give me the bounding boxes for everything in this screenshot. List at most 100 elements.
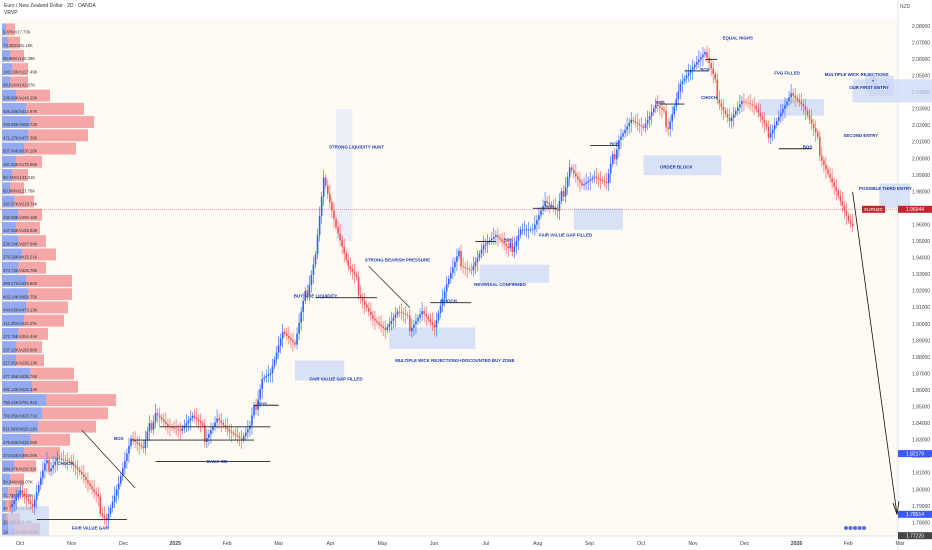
candle-body xyxy=(433,324,436,328)
candle-body xyxy=(474,262,477,267)
vp-sell-bar-32 xyxy=(24,447,60,460)
candle-body xyxy=(614,154,616,160)
candle-body xyxy=(42,470,44,478)
candle-body xyxy=(599,178,602,181)
candle-body xyxy=(232,432,235,435)
vp-buy-bar-21 xyxy=(2,301,26,314)
currency-label: NZD xyxy=(900,4,911,10)
vp-buy-bar-1 xyxy=(2,36,8,49)
candle-body xyxy=(329,193,331,203)
candle-body xyxy=(462,266,464,268)
vp-sell-bar-12 xyxy=(10,182,24,195)
candle-body xyxy=(66,460,69,462)
candle-body xyxy=(111,501,114,508)
candle-body xyxy=(630,119,632,124)
candle-body xyxy=(267,374,270,377)
candle-body xyxy=(513,246,516,252)
vp-sell-bar-9 xyxy=(24,142,76,155)
price-tag-value-2: 1.78514 xyxy=(906,512,924,518)
candle-body xyxy=(234,434,237,436)
candle-body xyxy=(343,246,345,254)
candle-body xyxy=(597,177,600,179)
candle-body xyxy=(160,417,163,420)
x-tick-label-15: 2026 xyxy=(791,541,803,547)
candle-body xyxy=(560,191,563,201)
candle-body xyxy=(790,93,792,98)
vp-sell-bar-31 xyxy=(30,433,70,446)
candle-body xyxy=(605,182,608,184)
price-tag-value-3: 1.77220 xyxy=(906,533,924,539)
vp-label-10: 187.62K/v175.96K xyxy=(3,162,38,167)
candle-body xyxy=(204,425,206,442)
vp-sell-bar-11 xyxy=(12,169,28,181)
candle-body xyxy=(626,126,628,130)
candle-body xyxy=(458,250,460,257)
event-marker-icon xyxy=(857,526,862,530)
candle-body xyxy=(661,107,663,110)
candle-body xyxy=(228,429,231,432)
candle-body xyxy=(130,438,132,446)
x-tick-label-2: Dec xyxy=(119,541,129,547)
candle-body xyxy=(31,503,34,507)
candle-body xyxy=(115,489,118,496)
candle-body xyxy=(749,103,751,105)
symbol-tag-label: EURNZD xyxy=(864,207,882,212)
vp-label-24: 237.15K/v193.80K xyxy=(3,347,38,352)
vp-sell-bar-17 xyxy=(22,248,56,261)
y-tick-label-0: 1.78000 xyxy=(912,520,930,526)
candle-body xyxy=(753,104,755,106)
candle-body xyxy=(495,235,497,237)
candle-body xyxy=(165,421,167,424)
candle-body xyxy=(306,290,309,296)
vp-buy-bar-0 xyxy=(2,23,6,36)
indicator-label[interactable]: VRVP xyxy=(4,10,18,16)
candle-body xyxy=(722,106,725,111)
vp-buy-bar-9 xyxy=(2,142,24,155)
vp-buy-bar-3 xyxy=(2,63,12,76)
vp-sell-bar-33 xyxy=(14,460,36,473)
candle-body xyxy=(478,253,481,258)
candle-body xyxy=(714,73,717,80)
annotation-26: CHOCH xyxy=(57,461,73,466)
candle-body xyxy=(290,338,292,341)
candle-body xyxy=(345,253,348,260)
candle-body xyxy=(529,229,532,231)
candle-body xyxy=(447,278,450,285)
y-tick-label-3: 1.81000 xyxy=(912,471,930,477)
vp-buy-bar-5 xyxy=(2,89,16,102)
candle-body xyxy=(359,294,362,298)
price-tag-1 xyxy=(898,450,932,458)
vp-sell-bar-10 xyxy=(16,155,42,168)
candle-body xyxy=(398,311,401,313)
vp-buy-bar-26 xyxy=(2,367,30,380)
annotation-4: MULTIPLE WICK REJECTIONS+DISCOUNTED BUY … xyxy=(395,358,514,363)
annotation-11: ORDER BLOCK xyxy=(660,165,694,170)
candle-body xyxy=(464,267,466,269)
candle-body xyxy=(56,458,58,462)
candle-body xyxy=(741,100,743,105)
vp-label-34: 99.94K/v91.07K xyxy=(3,480,33,485)
candle-body xyxy=(527,229,530,231)
candle-body xyxy=(409,315,411,332)
candle-body xyxy=(804,106,807,111)
candle-body xyxy=(83,474,85,478)
candle-body xyxy=(380,324,382,327)
candle-body xyxy=(222,422,225,425)
candle-body xyxy=(667,127,669,129)
x-tick-label-13: Nov xyxy=(688,541,698,547)
vp-buy-bar-22 xyxy=(2,314,24,327)
candle-body xyxy=(382,326,384,329)
candle-body xyxy=(113,495,116,502)
candle-body xyxy=(607,173,610,184)
candle-body xyxy=(210,430,212,435)
vp-label-0: 9.87K/v17.73K xyxy=(3,30,31,35)
candle-body xyxy=(693,64,696,68)
candle-body xyxy=(33,499,36,507)
candle-body xyxy=(851,223,854,227)
candle-body xyxy=(271,366,274,374)
candle-body xyxy=(648,116,651,121)
candle-body xyxy=(413,324,415,328)
annotation-9: FAIR VALUE GAP FILLED xyxy=(539,232,592,237)
candle-body xyxy=(468,268,471,270)
